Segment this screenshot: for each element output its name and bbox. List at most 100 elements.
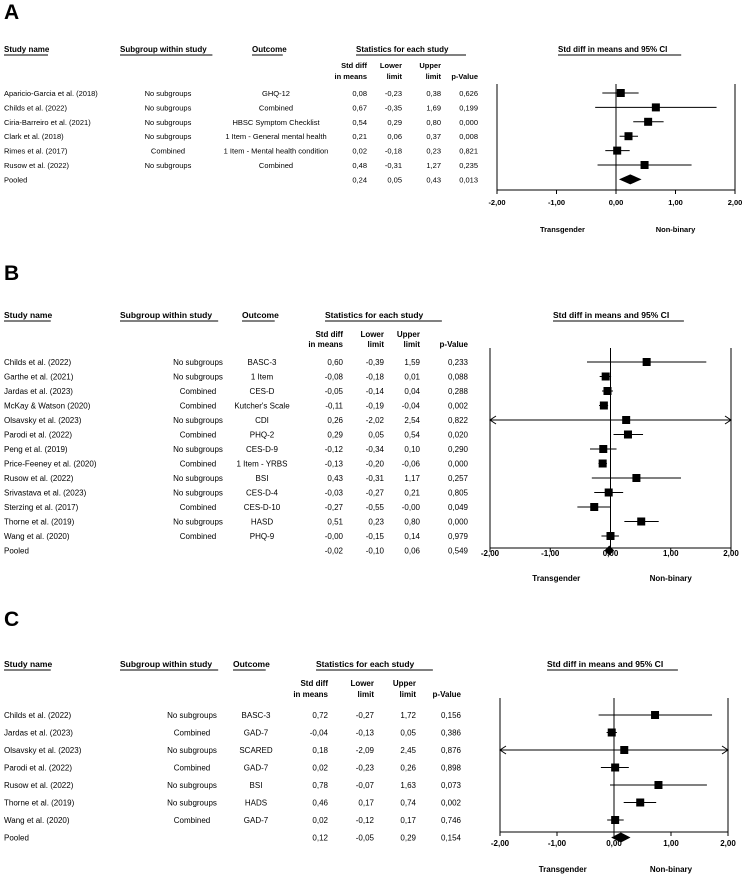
lower-cell: -0,12 (356, 816, 375, 825)
upper-cell: 0,17 (400, 816, 416, 825)
table-row: Parodi et al. (2022) Combined PHQ-2 0,29 0,0… (4, 430, 644, 440)
lower-cell: -0,31 (366, 474, 385, 483)
lower-cell: -0,19 (366, 402, 385, 411)
subheader-lower-line2: limit (387, 72, 403, 81)
table-row: Jardas et al. (2023) Combined GAD-7 -0,04 -0… (4, 728, 617, 738)
upper-cell: 1,59 (404, 358, 420, 367)
subheader-p-line2: p-Value (433, 690, 462, 699)
smd-cell: -0,04 (310, 729, 329, 738)
outcome-cell: BASC-3 (242, 711, 271, 720)
smd-cell: -0,05 (325, 387, 344, 396)
pooled-row: Pooled 0,12 -0,05 0,29 0,154 (4, 832, 631, 843)
smd-cell: 0,02 (312, 764, 328, 773)
outcome-cell: Kutcher's Scale (234, 402, 290, 411)
subheader-smd-line1: Std diff (315, 330, 343, 339)
study-name: Rimes et al. (2017) (4, 147, 68, 156)
x-tick-label: -2,00 (491, 839, 510, 848)
subgroup-cell: Combined (180, 532, 216, 541)
lower-cell: 0,23 (368, 518, 384, 527)
subgroup-cell: No subgroups (173, 416, 223, 425)
table-row: Thorne et al. (2019) No subgroups HADS 0,46… (4, 798, 657, 808)
lower-cell: -0,10 (366, 547, 385, 556)
pooled-diamond (604, 545, 615, 556)
p-cell: 0,156 (441, 711, 462, 720)
table-row: Sterzing et al. (2017) Combined CES-D-10 -0… (4, 503, 611, 512)
study-name: Sterzing et al. (2017) (4, 503, 79, 512)
study-name: Childs et al. (2022) (4, 711, 71, 720)
outcome-cell: CES-D-9 (246, 445, 279, 454)
study-name: Thorne et al. (2019) (4, 799, 75, 808)
header-plot: Std diff in means and 95% CI (558, 45, 667, 54)
upper-cell: 1,63 (400, 781, 416, 790)
study-name: Jardas et al. (2023) (4, 729, 73, 738)
pooled-row: Pooled 0,24 0,05 0,43 0,013 (4, 174, 642, 185)
outcome-cell: CDI (255, 416, 269, 425)
study-name: Aparicio-Garcia et al. (2018) (4, 89, 98, 98)
smd-cell: -0,11 (325, 402, 343, 411)
outcome-cell: HBSC Symptom Checklist (232, 118, 320, 127)
subheader-lower-line2: limit (358, 690, 375, 699)
table-row: Srivastava et al. (2023) No subgroups CES-… (4, 488, 624, 498)
outcome-cell: Combined (259, 161, 293, 170)
study-name: Parodi et al. (2022) (4, 431, 72, 440)
smd-cell: 0,54 (352, 118, 367, 127)
p-cell: 0,876 (441, 746, 462, 755)
upper-cell: 0,37 (426, 132, 441, 141)
upper-cell: 0,54 (404, 431, 420, 440)
effect-square (607, 728, 616, 737)
subheader-upper-line1: Upper (397, 330, 420, 339)
lower-cell: 0,17 (358, 799, 374, 808)
x-tick-label: 2,00 (723, 549, 739, 558)
subgroup-cell: No subgroups (145, 132, 192, 141)
upper-cell: 0,29 (400, 834, 416, 843)
p-cell: 0,898 (441, 764, 462, 773)
outcome-cell: PHQ-2 (250, 431, 275, 440)
smd-cell: -0,02 (325, 547, 344, 556)
upper-cell: 0,05 (400, 729, 416, 738)
upper-cell: 0,26 (400, 764, 416, 773)
x-tick-label: 0,00 (609, 198, 624, 207)
x-tick-label: 0,00 (606, 839, 622, 848)
lower-cell: 0,06 (387, 132, 402, 141)
upper-cell: 0,74 (400, 799, 416, 808)
study-name: Jardas et al. (2023) (4, 387, 73, 396)
effect-square (604, 488, 613, 497)
subheader-smd-line2: in means (334, 72, 367, 81)
study-name: Pooled (4, 834, 29, 843)
effect-square (611, 763, 620, 772)
subheader-lower-line2: limit (368, 340, 385, 349)
upper-cell: 0,10 (404, 445, 420, 454)
subheader-upper-line1: Upper (393, 679, 416, 688)
p-cell: 0,233 (448, 358, 469, 367)
x-tick-label: -2,00 (488, 198, 505, 207)
effect-square (611, 816, 620, 824)
lower-cell: -0,15 (366, 532, 385, 541)
header-study: Study name (4, 45, 50, 54)
outcome-cell: 1 Item - Mental health condition (224, 147, 329, 156)
table-row: Rusow et al. (2022) No subgroups BSI 0,78 -0… (4, 781, 707, 790)
effect-square (599, 401, 608, 410)
table-row: Childs et al. (2022) No subgroups Combined… (4, 103, 717, 112)
upper-cell: 1,27 (426, 161, 441, 170)
p-cell: 0,822 (448, 416, 469, 425)
effect-square (651, 711, 660, 719)
subheader-p-line2: p-Value (451, 72, 478, 81)
table-row: Jardas et al. (2023) Combined CES-D -0,05 -0… (4, 387, 613, 396)
upper-cell: 0,23 (426, 147, 441, 156)
outcome-cell: GHQ-12 (262, 89, 290, 98)
upper-cell: 0,43 (426, 175, 441, 184)
smd-cell: 0,12 (312, 834, 328, 843)
lower-cell: -0,34 (366, 445, 385, 454)
p-cell: 0,805 (448, 489, 469, 498)
x-tick-label: -1,00 (541, 549, 560, 558)
subheader-lower-line1: Lower (360, 330, 384, 339)
study-name: Thorne et al. (2019) (4, 518, 75, 527)
outcome-cell: BASC-3 (248, 358, 277, 367)
outcome-cell: HADS (245, 799, 267, 808)
upper-cell: -0,06 (402, 460, 421, 469)
subheader-smd-line1: Std diff (341, 61, 367, 70)
outcome-cell: GAD-7 (244, 764, 269, 773)
p-cell: 0,257 (448, 474, 469, 483)
upper-cell: 2,54 (404, 416, 420, 425)
